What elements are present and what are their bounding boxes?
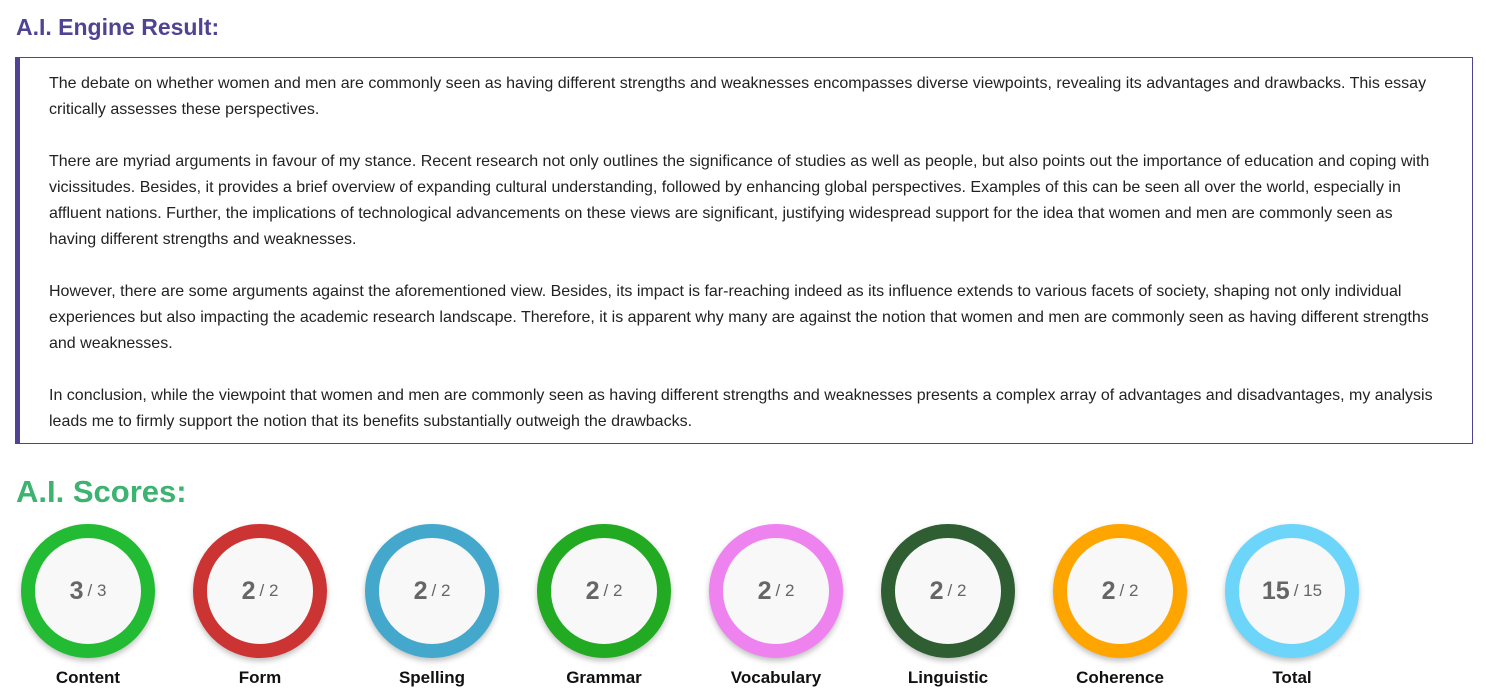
score-content: 3/ 3 Content [2,524,174,688]
score-max: / 15 [1293,581,1323,600]
score-max: / 2 [947,581,967,600]
score-value: 15 [1261,576,1290,605]
score-form: 2/ 2 Form [174,524,346,688]
score-label: Grammar [566,668,642,687]
score-value: 2 [1101,576,1116,605]
score-spelling: 2/ 2 Spelling [346,524,518,688]
essay-paragraph: However, there are some arguments agains… [49,283,1429,352]
score-value: 3 [69,576,84,605]
essay-paragraph: There are myriad arguments in favour of … [49,153,1430,248]
score-max: / 2 [259,581,279,600]
score-ring: 2/ 2 [1053,524,1187,658]
scores-row: 3/ 3 Content 2/ 2 Form 2/ 2 Spelling 2/ 2 Gramm… [2,524,1378,688]
result-heading: A.I. Engine Result: [16,14,220,40]
score-ring: 3/ 3 [21,524,155,658]
score-value: 2 [757,576,772,605]
score-label: Vocabulary [730,668,822,687]
score-value: 2 [241,576,256,605]
score-value: 2 [585,576,600,605]
score-ring: 15/ 15 [1225,524,1359,658]
score-label: Linguistic [907,668,989,687]
score-value: 2 [413,576,428,605]
score-max: / 2 [603,581,623,600]
score-linguistic: 2/ 2 Linguistic [862,524,1034,688]
score-label: Total [1272,668,1312,687]
score-ring: 2/ 2 [365,524,499,658]
score-label: Content [55,668,121,687]
score-total: 15/ 15 Total [1206,524,1378,688]
score-coherence: 2/ 2 Coherence [1034,524,1206,688]
score-max: / 3 [87,581,107,600]
score-label: Coherence [1076,668,1164,687]
score-grammar: 2/ 2 Grammar [518,524,690,688]
essay-paragraph: In conclusion, while the viewpoint that … [49,387,1433,430]
scores-heading: A.I. Scores: [16,474,187,509]
score-ring: 2/ 2 [193,524,327,658]
essay-result-box: The debate on whether women and men are … [15,57,1473,444]
score-max: / 2 [775,581,795,600]
score-max: / 2 [431,581,451,600]
score-ring: 2/ 2 [881,524,1015,658]
score-max: / 2 [1119,581,1139,600]
essay-paragraph: The debate on whether women and men are … [49,75,1427,118]
score-label: Spelling [398,668,466,687]
score-ring: 2/ 2 [537,524,671,658]
score-ring: 2/ 2 [709,524,843,658]
score-label: Form [238,668,282,687]
score-value: 2 [929,576,944,605]
score-vocabulary: 2/ 2 Vocabulary [690,524,862,688]
